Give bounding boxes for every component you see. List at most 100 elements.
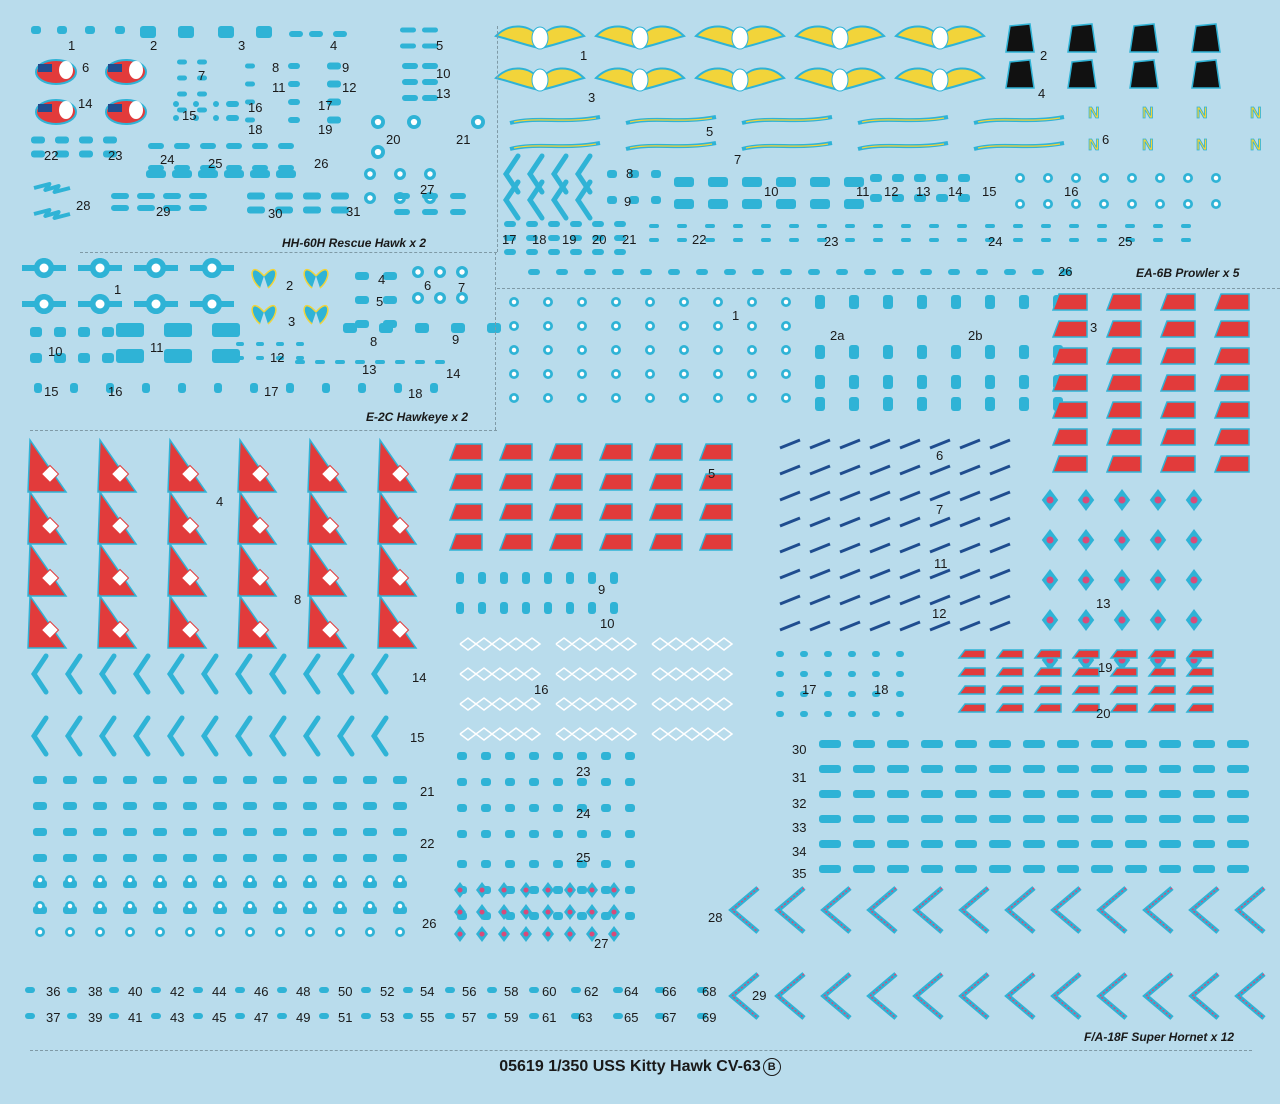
decal-number-fa18-27: 27 bbox=[594, 936, 609, 951]
slash-decal bbox=[809, 620, 831, 632]
eagle-head bbox=[931, 26, 949, 50]
slash-decal bbox=[809, 464, 831, 476]
decal-number-ea6b-5: 5 bbox=[706, 124, 714, 139]
decal-pill bbox=[1193, 790, 1215, 798]
decal-number-fa18b-42: 42 bbox=[170, 984, 185, 999]
slash-decal bbox=[929, 490, 951, 502]
decal-pill bbox=[808, 269, 820, 275]
decal-pill bbox=[1032, 269, 1044, 275]
roundel-center bbox=[1157, 175, 1163, 181]
decal-pill bbox=[528, 269, 540, 275]
red-stripe-decal bbox=[448, 443, 483, 461]
chevron-inner bbox=[960, 973, 989, 1019]
red-stripe-decal bbox=[698, 533, 733, 551]
zigzag-decal bbox=[459, 727, 542, 741]
red-stripe-decal bbox=[1147, 703, 1176, 713]
decal-pill bbox=[848, 671, 856, 677]
decal-pill bbox=[1023, 790, 1045, 798]
decal-number-e2c-2: 2 bbox=[286, 278, 294, 293]
decal-number-fa18b-38: 38 bbox=[88, 984, 103, 999]
decal-pill bbox=[697, 987, 707, 993]
roundel-center bbox=[1129, 201, 1135, 207]
slash-decal bbox=[989, 438, 1011, 450]
slash-decal bbox=[779, 594, 801, 606]
decal-pill bbox=[177, 91, 187, 97]
decal-pill bbox=[183, 828, 197, 836]
decal-number-fa18b-44: 44 bbox=[212, 984, 227, 999]
decal-pill bbox=[625, 886, 635, 894]
decal-pill bbox=[393, 828, 407, 836]
decal-number-fa18-20: 20 bbox=[1096, 706, 1111, 721]
chevron-decal bbox=[200, 653, 219, 695]
decal-number-ea6b-17: 17 bbox=[502, 232, 517, 247]
decal-pill bbox=[553, 912, 563, 920]
decal-pill bbox=[177, 59, 187, 65]
decal-number-hh60-14: 14 bbox=[78, 96, 93, 111]
slash-decal bbox=[779, 620, 801, 632]
decal-number-fa18-9: 9 bbox=[598, 582, 606, 597]
decal-pill bbox=[985, 397, 995, 411]
roundel-center bbox=[647, 299, 653, 305]
decal-pill bbox=[1125, 765, 1147, 773]
zigzag-decal bbox=[555, 697, 638, 711]
decal-pill bbox=[400, 43, 416, 49]
chevron-decal bbox=[502, 179, 521, 221]
decal-pill bbox=[817, 238, 827, 242]
decal-pill bbox=[592, 249, 604, 255]
tail-emblem bbox=[40, 620, 60, 640]
roundel-center bbox=[715, 299, 721, 305]
roundel-center bbox=[367, 877, 373, 883]
decal-pill bbox=[177, 107, 187, 113]
decal-pill bbox=[361, 987, 371, 993]
decal-pill bbox=[601, 886, 611, 894]
decal-pill bbox=[505, 804, 515, 812]
red-stripe-decal bbox=[648, 533, 683, 551]
decal-pill bbox=[989, 865, 1011, 873]
decal-pill bbox=[174, 165, 190, 171]
decal-number-hh60-8: 8 bbox=[272, 60, 280, 75]
tail-emblem bbox=[180, 620, 200, 640]
decal-pill bbox=[172, 170, 192, 178]
decal-number-ea6b-6: 6 bbox=[1102, 132, 1110, 147]
slash-decal bbox=[839, 516, 861, 528]
chevron-decal bbox=[370, 653, 389, 695]
decal-pill bbox=[612, 269, 624, 275]
chevron-inner bbox=[822, 887, 851, 933]
decal-pill bbox=[148, 143, 164, 149]
roundel-center bbox=[247, 929, 253, 935]
decal-pill bbox=[951, 375, 961, 389]
decal-pill bbox=[1023, 840, 1045, 848]
chevron-decal bbox=[30, 715, 49, 757]
tail-emblem bbox=[180, 568, 200, 588]
decal-pill bbox=[303, 776, 317, 784]
slash-decal bbox=[929, 438, 951, 450]
decal-pill bbox=[55, 150, 69, 158]
decal-pill bbox=[1153, 224, 1163, 228]
decal-pill bbox=[273, 828, 287, 836]
decal-number-fa18b-55: 55 bbox=[420, 1010, 435, 1025]
decal-pill bbox=[1091, 740, 1113, 748]
diamond-center bbox=[611, 887, 617, 893]
decal-pill bbox=[553, 778, 563, 786]
decal-pill bbox=[824, 651, 832, 657]
decal-number-hh60-27: 27 bbox=[420, 182, 435, 197]
decal-pill bbox=[819, 865, 841, 873]
decal-pill bbox=[1013, 224, 1023, 228]
decal-pill bbox=[137, 193, 155, 199]
decal-pill bbox=[445, 987, 455, 993]
decal-pill bbox=[614, 221, 626, 227]
decal-pill bbox=[256, 26, 272, 38]
decal-pill bbox=[901, 224, 911, 228]
red-stripe-decal bbox=[498, 473, 533, 491]
decal-number-fa18-14: 14 bbox=[412, 670, 427, 685]
decal-pill bbox=[553, 886, 563, 894]
decal-number-ea6b-10: 10 bbox=[764, 184, 779, 199]
chevron-decal bbox=[98, 653, 117, 695]
decal-number-fa18-11: 11 bbox=[934, 556, 948, 571]
roundel-center bbox=[511, 347, 517, 353]
decal-pill bbox=[677, 238, 687, 242]
red-stripe-decal bbox=[548, 473, 583, 491]
chevron-decal bbox=[64, 653, 83, 695]
decal-pill bbox=[226, 165, 242, 171]
black-tail-decal bbox=[1129, 23, 1159, 53]
